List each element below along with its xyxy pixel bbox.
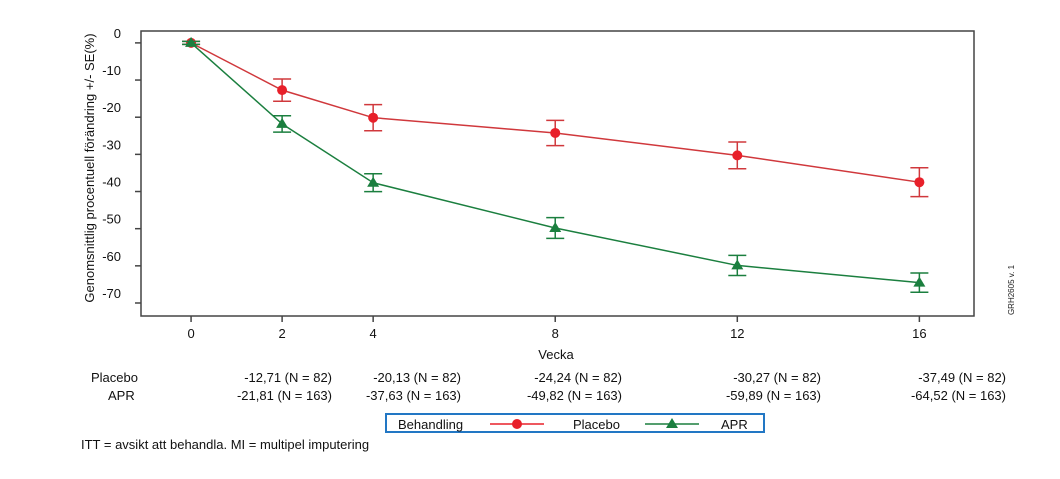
y-tick-label: -50: [102, 212, 121, 227]
legend-marker-placebo: [490, 419, 544, 429]
footnote: ITT = avsikt att behandla. MI = multipel…: [81, 437, 370, 452]
y-tick-label: -70: [102, 286, 121, 301]
series-placebo: [182, 37, 929, 198]
legend-label-placebo: Placebo: [573, 417, 620, 432]
table-row-placebo: Placebo -12,71 (N = 82) -20,13 (N = 82) …: [0, 370, 1060, 388]
y-tick-label: -40: [102, 175, 121, 190]
y-tick-label: 0: [114, 26, 121, 41]
table-cell: -59,89 (N = 163): [725, 388, 821, 403]
version-note: GRH2605 v. 1: [1007, 264, 1016, 315]
series-line: [190, 42, 920, 183]
data-point: [732, 150, 743, 161]
row-label: APR: [108, 388, 135, 403]
data-point: [276, 117, 289, 128]
y-axis: 0 -10 -20 -30 -40 -50 -60 -70: [102, 26, 141, 304]
table-cell: -12,71 (N = 82): [244, 370, 332, 385]
x-tick-label: 4: [370, 326, 377, 341]
y-tick-label: -20: [102, 100, 121, 115]
plot-frame: [140, 30, 975, 317]
series-layer: [182, 36, 929, 294]
table-row-apr: APR -21,81 (N = 163) -37,63 (N = 163) -4…: [0, 388, 1060, 406]
y-axis-title: Genomsnittlig procentuell förändring +/-…: [82, 33, 97, 302]
table-cell: -37,49 (N = 82): [918, 370, 1006, 385]
legend: Behandling Placebo APR: [385, 413, 765, 433]
data-point: [277, 85, 288, 96]
table-cell: -64,52 (N = 163): [910, 388, 1006, 403]
x-axis: 0 2 4 8 12 16: [187, 316, 927, 341]
x-tick-label: 0: [187, 326, 194, 341]
data-point: [731, 259, 744, 270]
table-cell: -49,82 (N = 163): [526, 388, 622, 403]
data-point: [914, 177, 925, 188]
data-point: [185, 36, 198, 47]
x-tick-label: 16: [912, 326, 926, 341]
line-chart: 0 -10 -20 -30 -40 -50 -60 -70 0 2 4 8 12 16 Genomsni…: [82, 26, 1016, 362]
data-point: [368, 112, 379, 123]
row-label: Placebo: [91, 370, 138, 385]
y-tick-label: -60: [102, 249, 121, 264]
x-tick-label: 12: [730, 326, 744, 341]
series-line: [190, 42, 920, 284]
legend-label-apr: APR: [721, 417, 748, 432]
x-tick-label: 8: [552, 326, 559, 341]
x-tick-label: 2: [278, 326, 285, 341]
data-point: [913, 276, 926, 287]
table-cell: -20,13 (N = 82): [373, 370, 461, 385]
table-cell: -21,81 (N = 163): [236, 388, 332, 403]
table-cell: -24,24 (N = 82): [534, 370, 622, 385]
data-point: [549, 222, 562, 233]
series-apr: [182, 36, 929, 294]
x-axis-title: Vecka: [538, 347, 574, 362]
legend-title: Behandling: [398, 417, 464, 432]
data-point: [367, 176, 380, 187]
y-tick-label: -10: [102, 63, 121, 78]
table-cell: -30,27 (N = 82): [733, 370, 821, 385]
y-tick-label: -30: [102, 137, 121, 152]
data-point: [550, 127, 561, 138]
table-cell: -37,63 (N = 163): [365, 388, 461, 403]
legend-marker-apr: [645, 418, 699, 428]
